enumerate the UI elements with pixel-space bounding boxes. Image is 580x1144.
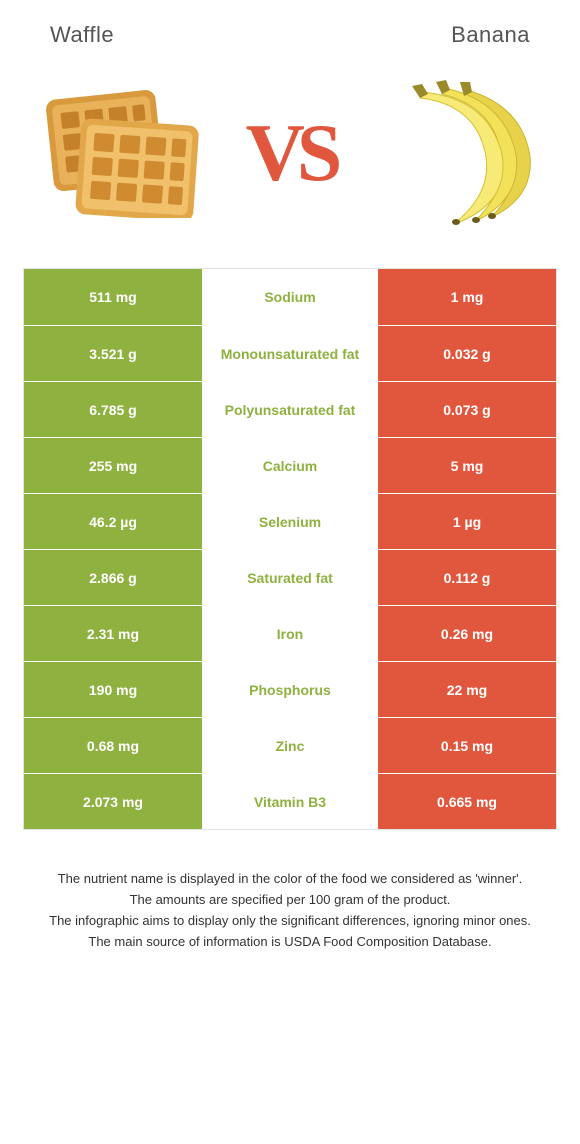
waffle-icon	[38, 88, 208, 218]
left-value-cell: 190 mg	[24, 662, 202, 717]
left-value-cell: 46.2 µg	[24, 494, 202, 549]
left-value-cell: 511 mg	[24, 269, 202, 325]
table-row: 511 mgSodium1 mg	[24, 269, 556, 325]
right-value-cell: 0.665 mg	[378, 774, 556, 829]
left-value-cell: 255 mg	[24, 438, 202, 493]
table-row: 3.521 gMonounsaturated fat0.032 g	[24, 325, 556, 381]
left-value-cell: 6.785 g	[24, 382, 202, 437]
footnote-line: The main source of information is USDA F…	[30, 933, 550, 952]
nutrient-table: 511 mgSodium1 mg3.521 gMonounsaturated f…	[23, 268, 557, 830]
nutrient-label-cell: Monounsaturated fat	[202, 326, 378, 381]
nutrient-label-cell: Vitamin B3	[202, 774, 378, 829]
right-value-cell: 0.26 mg	[378, 606, 556, 661]
infographic-container: Waffle Banana	[0, 0, 580, 951]
nutrient-label-cell: Saturated fat	[202, 550, 378, 605]
right-value-cell: 0.112 g	[378, 550, 556, 605]
footnote-line: The amounts are specified per 100 gram o…	[30, 891, 550, 910]
right-food-title: Banana	[451, 22, 530, 48]
left-value-cell: 2.073 mg	[24, 774, 202, 829]
right-value-cell: 1 µg	[378, 494, 556, 549]
footnotes: The nutrient name is displayed in the co…	[0, 830, 580, 951]
left-value-cell: 0.68 mg	[24, 718, 202, 773]
nutrient-label-cell: Polyunsaturated fat	[202, 382, 378, 437]
banana-icon	[372, 78, 542, 228]
right-value-cell: 0.073 g	[378, 382, 556, 437]
hero-row: VS	[0, 58, 580, 268]
banana-image	[372, 78, 542, 228]
left-value-cell: 2.31 mg	[24, 606, 202, 661]
nutrient-label-cell: Selenium	[202, 494, 378, 549]
nutrient-label-cell: Iron	[202, 606, 378, 661]
waffle-image	[38, 78, 208, 228]
vs-label: VS	[246, 106, 335, 200]
right-value-cell: 22 mg	[378, 662, 556, 717]
table-row: 6.785 gPolyunsaturated fat0.073 g	[24, 381, 556, 437]
right-value-cell: 0.15 mg	[378, 718, 556, 773]
table-row: 46.2 µgSelenium1 µg	[24, 493, 556, 549]
nutrient-label-cell: Zinc	[202, 718, 378, 773]
right-value-cell: 0.032 g	[378, 326, 556, 381]
left-value-cell: 3.521 g	[24, 326, 202, 381]
right-value-cell: 1 mg	[378, 269, 556, 325]
table-row: 255 mgCalcium5 mg	[24, 437, 556, 493]
left-food-title: Waffle	[50, 22, 114, 48]
right-value-cell: 5 mg	[378, 438, 556, 493]
header: Waffle Banana	[0, 0, 580, 58]
left-value-cell: 2.866 g	[24, 550, 202, 605]
nutrient-label-cell: Phosphorus	[202, 662, 378, 717]
table-row: 2.866 gSaturated fat0.112 g	[24, 549, 556, 605]
nutrient-label-cell: Sodium	[202, 269, 378, 325]
table-row: 2.31 mgIron0.26 mg	[24, 605, 556, 661]
footnote-line: The infographic aims to display only the…	[30, 912, 550, 931]
table-row: 2.073 mgVitamin B30.665 mg	[24, 773, 556, 829]
table-row: 0.68 mgZinc0.15 mg	[24, 717, 556, 773]
footnote-line: The nutrient name is displayed in the co…	[30, 870, 550, 889]
table-row: 190 mgPhosphorus22 mg	[24, 661, 556, 717]
nutrient-label-cell: Calcium	[202, 438, 378, 493]
